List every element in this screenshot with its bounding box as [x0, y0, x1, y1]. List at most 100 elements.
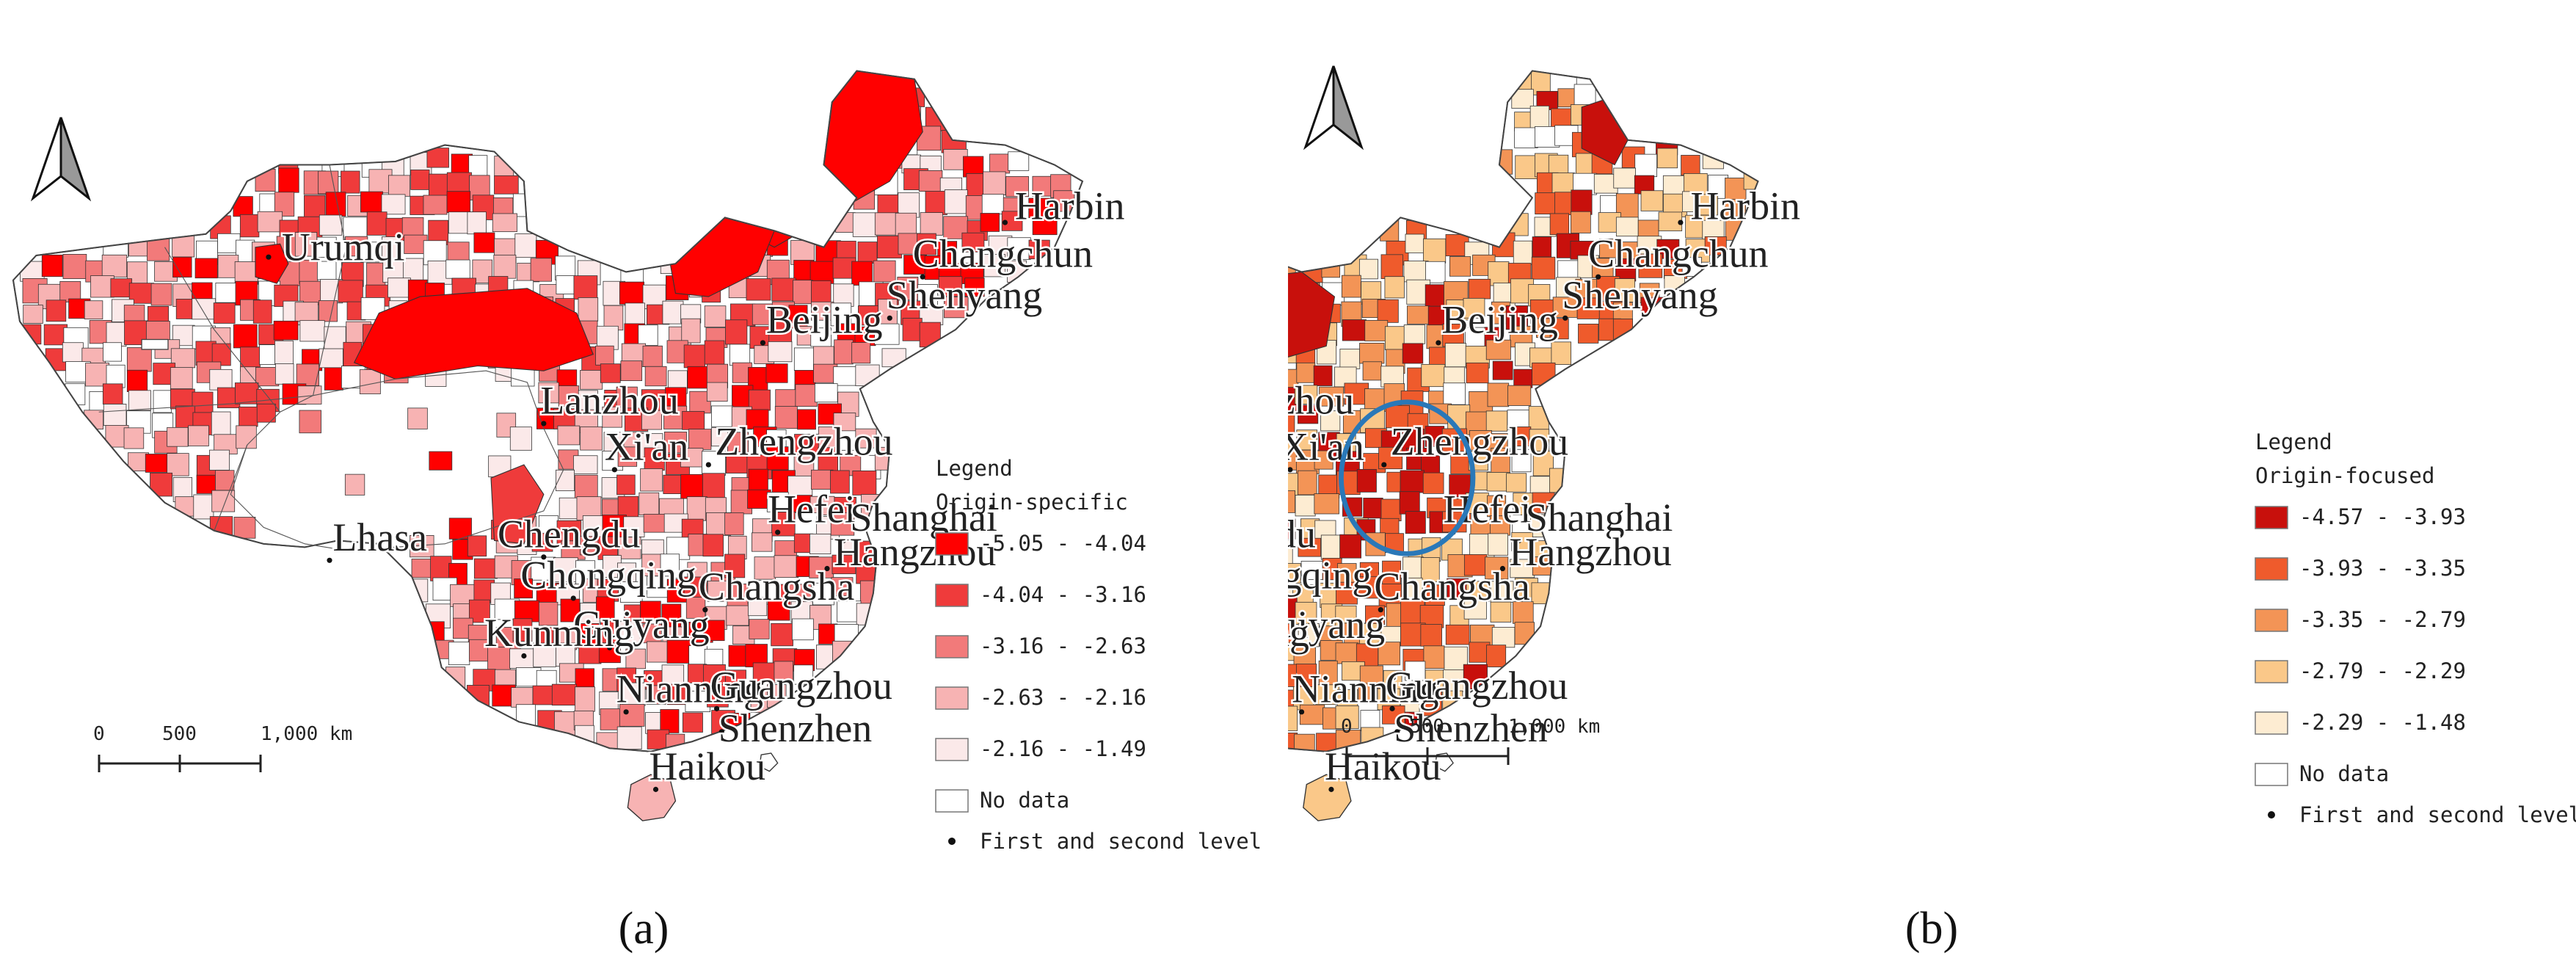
- legend-title: Legend: [936, 456, 1013, 481]
- city-point: [266, 254, 272, 260]
- panel-caption: (b): [1905, 904, 1958, 954]
- legend-class-label: -2.63 - -2.16: [980, 685, 1146, 710]
- city-label: Chongqing: [1288, 553, 1372, 597]
- legend-class-label: -4.04 - -3.16: [980, 582, 1146, 607]
- legend-swatch: [2255, 711, 2288, 735]
- city-label: Guangzhou: [710, 664, 892, 708]
- panel-caption: (a): [619, 904, 669, 954]
- city-point: [1678, 219, 1684, 225]
- north-arrow-icon: [1303, 65, 1364, 150]
- city-label: Changchun: [1588, 232, 1768, 276]
- legend-nodata-label: No data: [2299, 761, 2389, 786]
- city-label: Harbin: [1690, 184, 1800, 228]
- scale-tick-label: 500: [162, 723, 197, 745]
- legend-point-symbol: [948, 838, 956, 845]
- city-label: Guiyang: [1288, 603, 1385, 647]
- city-point: [521, 653, 527, 659]
- city-point: [1328, 786, 1334, 792]
- legend-swatch: [2255, 557, 2288, 581]
- legend-class-label: -5.05 - -4.04: [980, 531, 1146, 556]
- city-label: Hefei: [768, 487, 856, 531]
- city-point: [760, 340, 766, 346]
- panel-a: Urumqi Harbin Changchun Shenyang Beijing Lanz…: [12, 70, 1262, 954]
- city-label: Shanghai: [1526, 496, 1673, 540]
- city-point: [1381, 462, 1387, 468]
- city-point: [1436, 340, 1441, 346]
- scale-bar: 0 500 1,000 km: [93, 723, 352, 772]
- city-point: [652, 786, 659, 792]
- hainan-island: [627, 774, 677, 821]
- legend-swatch: [935, 532, 969, 556]
- legend-swatch: [2255, 506, 2288, 529]
- city-label: Urumqi: [282, 225, 405, 269]
- city-point: [541, 554, 547, 560]
- north-arrow-icon: [30, 117, 92, 202]
- highlight-circle: [1339, 399, 1476, 556]
- city-label: Nianning: [1292, 667, 1438, 711]
- city-label: Shenzhen: [1394, 706, 1547, 750]
- hainan-island: [1303, 774, 1352, 821]
- city-point: [1378, 607, 1383, 613]
- city-point: [887, 315, 892, 321]
- city-label: Haikou: [650, 744, 766, 788]
- legend-class-label: -2.29 - -1.48: [2299, 710, 2466, 735]
- city-label: Beijing: [766, 297, 883, 341]
- city-label: Shanghai: [850, 496, 997, 540]
- legend: Legend Origin-specific -5.05 - -4.04 -4.04 …: [935, 456, 1262, 854]
- legend-nodata-swatch: [935, 789, 969, 813]
- city-label: Changsha: [1374, 565, 1530, 609]
- city-label: Harbin: [1015, 184, 1125, 228]
- city-point: [705, 462, 711, 468]
- city-label: Hangzhou: [834, 530, 996, 574]
- city-point: [570, 595, 576, 601]
- scale-tick-label: 1,000 km: [261, 723, 352, 745]
- legend-point-symbol: [2268, 811, 2275, 819]
- city-point: [702, 607, 708, 613]
- city-point: [1596, 274, 1601, 280]
- taiwan-island: [1434, 752, 1454, 772]
- city-label: Nianning: [616, 667, 763, 711]
- legend-swatch: [935, 635, 969, 658]
- city-label: Guangzhou: [1386, 664, 1568, 708]
- legend-point-label: First and second level: [2299, 802, 2576, 827]
- map-b: UrumqiHarbinChangchunShenyangBeijingLanz…: [1288, 65, 2576, 954]
- legend-swatch: [935, 738, 969, 761]
- city-label: Changsha: [699, 565, 855, 609]
- legend-nodata-label: No data: [980, 788, 1069, 813]
- legend-subtitle: Origin-focused: [2255, 463, 2434, 488]
- city-point: [623, 709, 629, 715]
- scale-tick-label: 1,000 km: [1508, 716, 1600, 738]
- city-point: [611, 467, 617, 473]
- city-point: [541, 421, 547, 427]
- scale-tick-label: 500: [1410, 716, 1444, 738]
- city-label: Hangzhou: [1509, 530, 1671, 574]
- city-point: [718, 729, 724, 735]
- city-label: Changchun: [913, 232, 1093, 276]
- legend: Legend Origin-focused -4.57 - -3.93 -3.93 -…: [2255, 429, 2576, 827]
- city-point: [920, 274, 925, 280]
- city-point: [840, 537, 847, 543]
- legend-class-label: -2.16 - -1.49: [980, 736, 1146, 761]
- city-point: [1562, 315, 1568, 321]
- city-point: [713, 705, 720, 711]
- city-point: [1389, 705, 1395, 711]
- city-point: [824, 565, 830, 572]
- city-label: Chongqing: [520, 553, 696, 597]
- city-label: Shenzhen: [718, 706, 872, 750]
- legend-class-label: -2.79 - -2.29: [2299, 658, 2466, 683]
- city-label: Zhengzhou: [715, 420, 892, 464]
- city-point: [1002, 219, 1008, 225]
- scale-bar: 0 500 1,000 km: [1341, 716, 1600, 765]
- legend-swatch: [2255, 609, 2288, 632]
- scale-tick-label: 0: [1341, 716, 1353, 738]
- city-label: Zhengzhou: [1391, 420, 1568, 464]
- taiwan-island: [759, 752, 779, 772]
- city-label: Shenyang: [887, 273, 1042, 317]
- city-label: Lanzhou: [1288, 378, 1354, 422]
- city-point: [1499, 565, 1506, 572]
- city-point: [327, 557, 332, 563]
- city-point: [775, 529, 781, 535]
- prefecture-cells: [1288, 70, 1758, 752]
